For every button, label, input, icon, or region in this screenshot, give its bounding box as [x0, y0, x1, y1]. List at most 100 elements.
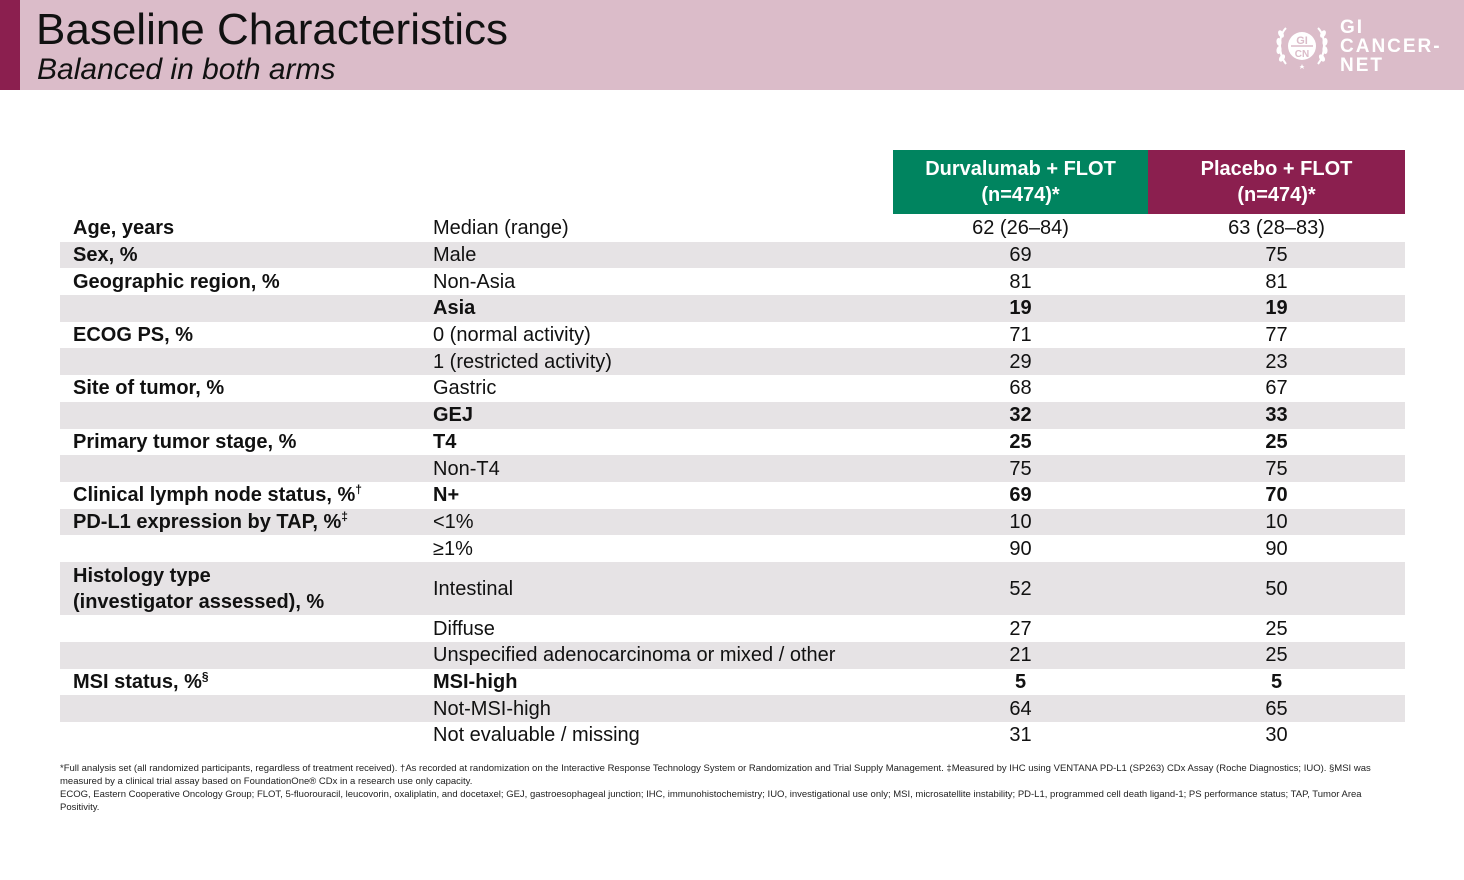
row-category: Non-Asia	[433, 270, 516, 293]
row-category: Non-T4	[433, 457, 500, 480]
footnotes: *Full analysis set (all randomized parti…	[60, 762, 1400, 814]
table-row: PD-L1 expression by TAP, %‡ <1% 10 10	[60, 508, 1405, 536]
durvalumab-value: 31	[1009, 724, 1032, 747]
durvalumab-value: 27	[1009, 617, 1032, 640]
row-category: ≥1%	[433, 537, 473, 560]
row-category: Asia	[433, 297, 476, 320]
row-label: Sex, %	[73, 244, 138, 267]
durvalumab-value: 21	[1009, 644, 1032, 667]
row-label	[73, 348, 433, 375]
placebo-column-header: Placebo + FLOT (n=474)*	[1148, 150, 1405, 214]
table-row: Age, years Median (range) 62 (26–84) 63 (28…	[60, 215, 1405, 242]
placebo-value: 25	[1265, 617, 1288, 640]
table-row: Asia 19 19	[60, 295, 1405, 322]
durvalumab-value: 69	[1009, 484, 1032, 507]
durvalumab-value: 10	[1009, 510, 1032, 533]
logo-wordmark: GI CANCER- NET	[1340, 17, 1442, 76]
footnote-marker: ‡	[341, 509, 348, 524]
placebo-value: 63 (28–83)	[1228, 217, 1325, 240]
placebo-value: 25	[1265, 644, 1288, 667]
row-category: Male	[433, 244, 477, 267]
footnote-marker: †	[355, 482, 362, 497]
durvalumab-value: 90	[1009, 537, 1032, 560]
slide-subtitle: Balanced in both arms	[37, 53, 336, 86]
table-row: Geographic region, % Non-Asia 81 81	[60, 268, 1405, 295]
durvalumab-value: 68	[1009, 377, 1032, 400]
slide-header: Baseline Characteristics Balanced in bot…	[0, 0, 1464, 90]
row-category: Not evaluable / missing	[433, 724, 640, 747]
table-row: Not evaluable / missing 31 30	[60, 722, 1405, 749]
durvalumab-value: 64	[1009, 697, 1032, 720]
row-label: Site of tumor, %	[73, 377, 225, 400]
table-row: Clinical lymph node status, %† N+ 69 70	[60, 482, 1405, 509]
table-row: Sex, % Male 69 75	[60, 241, 1405, 269]
row-category: MSI-high	[433, 671, 518, 694]
table-row: ECOG PS, % 0 (normal activity) 71 77	[60, 322, 1405, 349]
row-label: Clinical lymph node status, %†	[73, 482, 362, 507]
row-category: 0 (normal activity)	[433, 324, 591, 347]
row-category: Diffuse	[433, 617, 495, 640]
row-label: Geographic region, %	[73, 270, 280, 293]
footnote-abbreviations-2: ECOG, Eastern Cooperative Oncology Group…	[60, 789, 1362, 813]
table-row: Non-T4 75 75	[60, 455, 1405, 482]
placebo-value: 77	[1265, 324, 1288, 347]
placebo-value: 90	[1265, 537, 1288, 560]
durvalumab-value: 69	[1009, 244, 1032, 267]
row-category: T4	[433, 430, 457, 453]
placebo-value: 75	[1265, 457, 1288, 480]
table-row: Diffuse 27 25	[60, 615, 1405, 642]
placebo-value: 50	[1265, 577, 1288, 600]
footnote-marker: §	[201, 669, 209, 684]
durvalumab-column-header: Durvalumab + FLOT (n=474)*	[893, 150, 1148, 214]
durvalumab-value: 81	[1009, 270, 1032, 293]
row-category: Unspecified adenocarcinoma or mixed / ot…	[433, 644, 836, 667]
row-label	[73, 455, 433, 482]
svg-text:GI: GI	[1296, 35, 1308, 47]
row-label	[73, 695, 433, 722]
row-label	[73, 402, 433, 429]
row-category: 1 (restricted activity)	[433, 350, 612, 373]
row-category: N+	[433, 484, 460, 507]
laurel-badge-icon: GI CN	[1276, 27, 1328, 69]
svg-text:CN: CN	[1295, 49, 1309, 60]
row-category: Intestinal	[433, 577, 514, 600]
durvalumab-value: 32	[1009, 404, 1032, 427]
placebo-value: 5	[1270, 671, 1283, 694]
durvalumab-value: 75	[1009, 457, 1032, 480]
placebo-value: 30	[1265, 724, 1288, 747]
placebo-value: 23	[1265, 350, 1288, 373]
gicancernet-logo: GI CN GI CANCER- NET	[1272, 14, 1452, 78]
slide-title: Baseline Characteristics	[36, 5, 508, 54]
placebo-value: 10	[1265, 510, 1288, 533]
table-row: Primary tumor stage, % T4 25 25	[60, 429, 1405, 456]
table-row: Histology type (investigator assessed), %…	[60, 561, 1405, 616]
placebo-value: 25	[1265, 430, 1288, 453]
row-label: MSI status, %§	[73, 669, 209, 694]
row-label	[73, 535, 433, 562]
row-label: Age, years	[73, 217, 175, 240]
table-row: Site of tumor, % Gastric 68 67	[60, 375, 1405, 402]
row-label	[73, 722, 433, 749]
durvalumab-value: 5	[1014, 671, 1027, 694]
row-label	[73, 642, 433, 669]
row-label	[73, 615, 433, 642]
row-label: Primary tumor stage, %	[73, 430, 297, 453]
row-category: Median (range)	[433, 217, 569, 240]
table-row: 1 (restricted activity) 29 23	[60, 348, 1405, 376]
placebo-value: 19	[1265, 297, 1288, 320]
row-category: Gastric	[433, 377, 497, 400]
placebo-value: 67	[1265, 377, 1288, 400]
table-row: Not-MSI-high 64 65	[60, 695, 1405, 723]
placebo-value: 33	[1265, 404, 1288, 427]
row-category: <1%	[433, 510, 474, 533]
footnote-abbreviations-1: *Full analysis set (all randomized parti…	[60, 763, 1371, 787]
table-row: Unspecified adenocarcinoma or mixed / ot…	[60, 642, 1405, 669]
placebo-value: 70	[1265, 484, 1288, 507]
row-label: PD-L1 expression by TAP, %‡	[73, 509, 348, 533]
durvalumab-value: 19	[1009, 297, 1032, 320]
placebo-value: 75	[1265, 244, 1288, 267]
table-row: GEJ 32 33	[60, 401, 1405, 429]
row-label	[73, 295, 433, 322]
durvalumab-value: 62 (26–84)	[972, 217, 1069, 240]
durvalumab-value: 29	[1009, 350, 1032, 373]
